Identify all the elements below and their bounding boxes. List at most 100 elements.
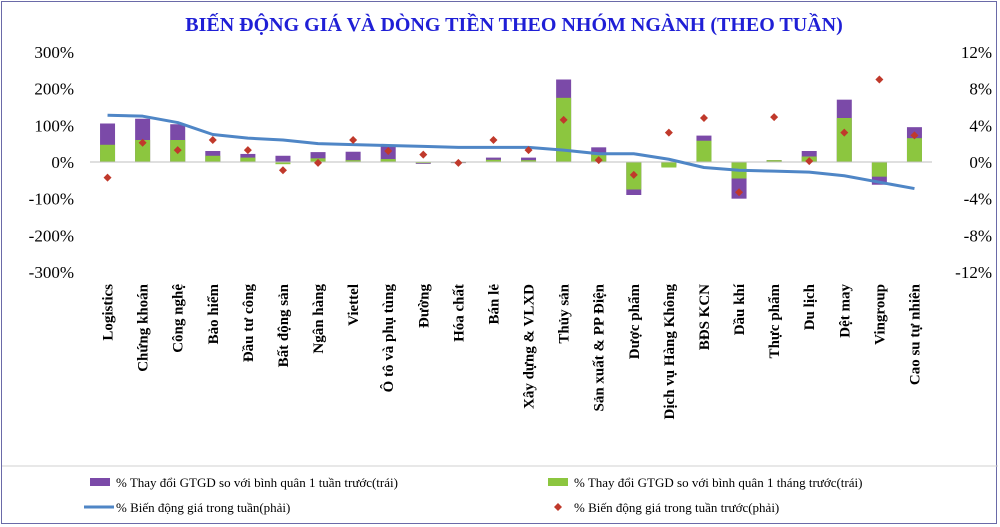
bar-month bbox=[661, 162, 677, 168]
category-label: Ngân hàng bbox=[311, 284, 327, 354]
category-label: Hóa chất bbox=[451, 284, 467, 342]
left-tick-label: -100% bbox=[29, 190, 74, 209]
category-label: Xây dựng & VLXD bbox=[522, 284, 538, 409]
right-tick-label: -8% bbox=[964, 226, 992, 245]
bar-week bbox=[345, 151, 361, 162]
category-label: Thực phẩm bbox=[767, 283, 783, 358]
marker-point bbox=[173, 146, 182, 155]
category-label: Logistics bbox=[101, 284, 117, 341]
marker-point bbox=[103, 173, 112, 182]
category-label: Bán lẻ bbox=[486, 284, 502, 325]
marker-point bbox=[805, 157, 814, 166]
category-label: Đường bbox=[416, 284, 432, 328]
marker-point bbox=[770, 113, 779, 122]
bar-week bbox=[275, 155, 291, 162]
bar-month bbox=[906, 138, 922, 162]
category-label: Thủy sản bbox=[557, 283, 573, 343]
bar-month bbox=[380, 159, 396, 162]
right-tick-label: -12% bbox=[955, 263, 992, 282]
legend-swatch bbox=[548, 478, 568, 486]
bar-week bbox=[310, 152, 326, 162]
price-line bbox=[107, 113, 915, 191]
marker-point bbox=[349, 136, 358, 144]
bar-month bbox=[205, 155, 221, 162]
category-label: Viettel bbox=[346, 284, 362, 326]
legend-label: % Biến động giá trong tuần trước(phải) bbox=[574, 500, 779, 515]
legend-swatch bbox=[554, 503, 562, 511]
bar-series bbox=[100, 79, 922, 199]
category-label: Dịch vụ Hàng Không bbox=[662, 284, 678, 420]
category-label: Dầu khí bbox=[732, 283, 748, 335]
bar-month bbox=[696, 140, 712, 162]
bar-month bbox=[871, 162, 887, 177]
category-label: Vingroup bbox=[872, 284, 888, 345]
category-label: Chứng khoán bbox=[136, 283, 152, 371]
category-label: Sản xuất & PP Điện bbox=[592, 283, 608, 411]
marker-point bbox=[840, 128, 849, 137]
category-label: Cao su tự nhiên bbox=[907, 283, 923, 385]
right-tick-label: 0% bbox=[969, 153, 992, 172]
marker-point bbox=[629, 170, 638, 179]
marker-point bbox=[208, 136, 217, 144]
category-label: Dược phẩm bbox=[627, 284, 643, 360]
legend-swatch bbox=[90, 478, 110, 486]
category-label: Ô tô và phụ tùng bbox=[380, 284, 397, 393]
right-axis: 12% 8% 4% 0% -4% -8% -12% bbox=[955, 43, 992, 282]
bar-month bbox=[100, 144, 116, 162]
bar-month bbox=[556, 97, 572, 162]
legend-label: % Biến động giá trong tuần(phải) bbox=[116, 500, 290, 515]
right-tick-label: -4% bbox=[964, 190, 992, 209]
bar-month bbox=[275, 162, 291, 165]
marker-point bbox=[524, 146, 533, 155]
marker-point bbox=[875, 75, 884, 84]
prev-week-markers bbox=[103, 75, 919, 197]
category-label: Công nghệ bbox=[171, 284, 187, 353]
category-label: Bảo hiểm bbox=[206, 283, 222, 344]
bar-month bbox=[485, 159, 501, 162]
marker-point bbox=[594, 156, 603, 165]
marker-point bbox=[664, 128, 673, 137]
left-tick-label: -200% bbox=[29, 226, 74, 245]
marker-point bbox=[314, 158, 323, 167]
bar-month bbox=[345, 160, 361, 162]
bar-week bbox=[521, 157, 537, 162]
category-label: Bất động sản bbox=[276, 283, 292, 367]
right-tick-label: 4% bbox=[969, 116, 992, 135]
category-label: Đầu tư công bbox=[241, 284, 257, 363]
marker-point bbox=[243, 146, 252, 155]
left-tick-label: 200% bbox=[34, 80, 74, 99]
category-label: BĐS KCN bbox=[697, 284, 713, 350]
legend-label: % Thay đổi GTGD so với bình quân 1 tháng… bbox=[574, 475, 862, 490]
category-label: Dệt may bbox=[837, 284, 853, 338]
chart-title: BIẾN ĐỘNG GIÁ VÀ DÒNG TIỀN THEO NHÓM NGÀ… bbox=[185, 12, 843, 36]
marker-point bbox=[559, 115, 568, 124]
marker-point bbox=[489, 136, 498, 144]
marker-point bbox=[138, 138, 147, 147]
marker-point bbox=[699, 114, 708, 122]
left-axis: 300% 200% 100% 0% -100% -200% -300% bbox=[29, 43, 74, 282]
marker-point bbox=[384, 147, 393, 155]
legend: % Thay đổi GTGD so với bình quân 1 tuần … bbox=[2, 465, 998, 515]
left-tick-label: -300% bbox=[29, 263, 74, 282]
bar-month bbox=[521, 160, 537, 162]
bar-month bbox=[415, 162, 431, 164]
marker-point bbox=[454, 158, 463, 167]
price-line-series bbox=[107, 113, 915, 191]
left-tick-label: 100% bbox=[34, 116, 74, 135]
category-labels: Logistics Chứng khoán Công nghệ Bảo hiểm Đầu… bbox=[101, 283, 924, 419]
left-tick-label: 0% bbox=[51, 153, 74, 172]
marker-point bbox=[735, 188, 744, 197]
bar-month bbox=[135, 140, 151, 162]
left-tick-label: 300% bbox=[34, 43, 74, 62]
bar-month bbox=[836, 118, 852, 162]
marker-point bbox=[910, 131, 919, 140]
right-tick-label: 12% bbox=[961, 43, 992, 62]
right-tick-label: 8% bbox=[969, 80, 992, 99]
marker-point bbox=[278, 166, 287, 175]
bar-month bbox=[240, 157, 256, 162]
marker-point bbox=[419, 150, 428, 159]
category-label: Du lịch bbox=[802, 283, 818, 330]
legend-label: % Thay đổi GTGD so với bình quân 1 tuần … bbox=[116, 475, 398, 490]
